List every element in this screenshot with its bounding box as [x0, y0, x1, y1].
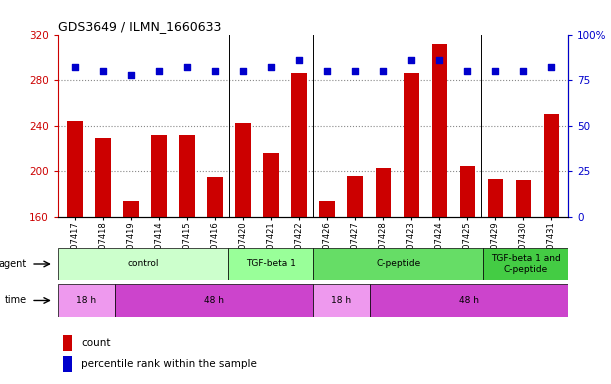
Point: [126, 72, 136, 78]
Bar: [488, 179, 503, 217]
Point: [406, 57, 416, 63]
Bar: [370, 284, 568, 317]
Bar: [291, 73, 307, 217]
Text: percentile rank within the sample: percentile rank within the sample: [81, 359, 257, 369]
Point: [350, 68, 360, 74]
Text: TGF-beta 1 and
C-peptide: TGF-beta 1 and C-peptide: [491, 254, 560, 274]
Bar: [95, 138, 111, 217]
Bar: [516, 180, 531, 217]
Point: [182, 65, 192, 71]
Text: agent: agent: [0, 259, 27, 269]
Bar: [403, 73, 419, 217]
Bar: [115, 284, 313, 317]
Point: [378, 68, 388, 74]
Text: 48 h: 48 h: [459, 296, 479, 305]
Bar: [431, 44, 447, 217]
Bar: [313, 248, 483, 280]
Text: control: control: [127, 260, 159, 268]
Bar: [320, 201, 335, 217]
Point: [238, 68, 248, 74]
Bar: [58, 248, 228, 280]
Bar: [263, 153, 279, 217]
Text: 48 h: 48 h: [204, 296, 224, 305]
Text: 18 h: 18 h: [76, 296, 97, 305]
Bar: [235, 124, 251, 217]
Text: count: count: [81, 338, 111, 348]
Point: [519, 68, 529, 74]
Point: [463, 68, 472, 74]
Bar: [58, 284, 115, 317]
Text: GDS3649 / ILMN_1660633: GDS3649 / ILMN_1660633: [58, 20, 221, 33]
Point: [210, 68, 220, 74]
Bar: [67, 121, 82, 217]
Bar: [459, 166, 475, 217]
Bar: [123, 201, 139, 217]
Text: 18 h: 18 h: [331, 296, 351, 305]
Bar: [63, 356, 72, 372]
Point: [295, 57, 304, 63]
Bar: [179, 135, 195, 217]
Point: [546, 65, 556, 71]
Text: C-peptide: C-peptide: [376, 260, 420, 268]
Bar: [63, 335, 72, 351]
Bar: [544, 114, 559, 217]
Bar: [376, 168, 391, 217]
Bar: [313, 284, 370, 317]
Point: [434, 57, 444, 63]
Point: [322, 68, 332, 74]
Point: [491, 68, 500, 74]
Bar: [483, 248, 568, 280]
Point: [154, 68, 164, 74]
Point: [98, 68, 108, 74]
Bar: [228, 248, 313, 280]
Bar: [152, 135, 167, 217]
Text: TGF-beta 1: TGF-beta 1: [246, 260, 296, 268]
Bar: [348, 176, 363, 217]
Point: [266, 65, 276, 71]
Text: time: time: [5, 295, 27, 306]
Bar: [207, 177, 223, 217]
Point: [70, 65, 80, 71]
